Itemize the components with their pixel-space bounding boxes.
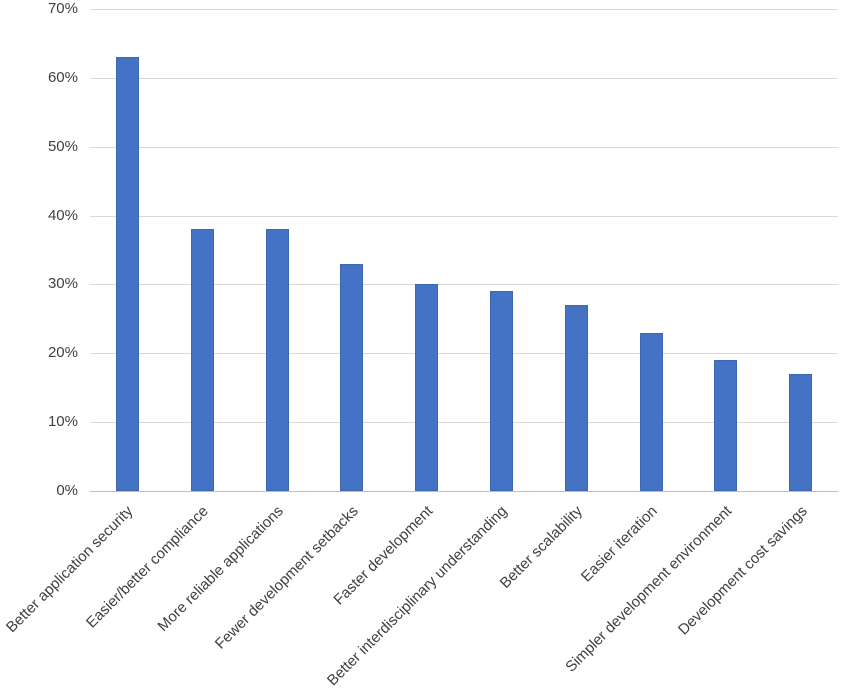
x-tick-label: More reliable applications	[154, 502, 287, 635]
x-tick-label: Easier iteration	[577, 502, 661, 586]
bar	[714, 360, 737, 491]
y-tick-label: 50%	[47, 138, 78, 155]
y-tick-label: 70%	[47, 0, 78, 17]
y-tick-label: 20%	[47, 344, 78, 361]
gridline	[90, 491, 838, 492]
gridline	[90, 216, 838, 217]
bar	[789, 374, 812, 491]
gridline	[90, 147, 838, 148]
bar	[415, 284, 438, 491]
bar	[640, 333, 663, 491]
bar	[490, 291, 513, 491]
bar	[340, 264, 363, 491]
bar	[191, 229, 214, 491]
x-tick-label: Better application security	[3, 502, 137, 637]
x-tick-label: Fewer development setbacks	[211, 502, 362, 653]
gridline	[90, 353, 838, 354]
gridline	[90, 78, 838, 79]
x-tick-label: Simpler development environment	[562, 502, 736, 676]
x-tick-label: Development cost savings	[674, 502, 811, 639]
gridline	[90, 284, 838, 285]
bar	[565, 305, 588, 491]
bar	[266, 229, 289, 491]
y-tick-label: 40%	[47, 207, 78, 224]
x-tick-label: Better scalability	[496, 502, 587, 592]
y-tick-label: 10%	[47, 413, 78, 430]
gridline	[90, 422, 838, 423]
y-tick-label: 0%	[56, 482, 78, 499]
gridline	[90, 9, 838, 10]
y-tick-label: 30%	[47, 275, 78, 292]
y-tick-label: 60%	[47, 69, 78, 86]
bar	[116, 57, 139, 491]
